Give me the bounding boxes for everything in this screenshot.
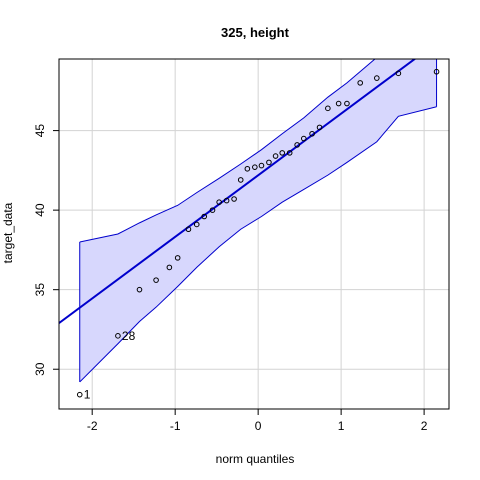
- confidence-band: [79, 59, 437, 382]
- data-point: [115, 333, 121, 339]
- data-point: [316, 124, 323, 131]
- data-point: [223, 197, 230, 204]
- data-point: [76, 391, 83, 398]
- reference-line: [59, 59, 417, 324]
- data-point: [244, 165, 251, 172]
- confidence-band-upper: [79, 59, 376, 243]
- y-tick-label: 30: [33, 362, 47, 376]
- data-point: [335, 100, 342, 107]
- points-layer: [76, 68, 440, 398]
- data-point: [209, 207, 216, 213]
- data-point: [325, 105, 331, 112]
- data-point: [136, 286, 143, 293]
- data-point: [309, 130, 315, 137]
- data-point: [185, 226, 192, 233]
- data-point: [344, 100, 350, 107]
- data-point: [286, 150, 293, 156]
- x-tick-label: 1: [338, 419, 345, 433]
- data-point: [374, 75, 380, 81]
- point-labels-layer: 1 28: [84, 329, 136, 402]
- axes-layer: -2 -1 0 1 2 30 35 40 45: [33, 124, 428, 433]
- plot-frame: [58, 58, 450, 410]
- x-axis-label: norm quantiles: [216, 452, 295, 466]
- y-tick-label: 45: [33, 124, 47, 138]
- data-point: [258, 162, 265, 169]
- reference-line-layer: [59, 59, 417, 324]
- data-point: [231, 196, 237, 202]
- y-tick-label: 35: [33, 283, 47, 297]
- data-point: [279, 150, 286, 156]
- x-tick-label: -2: [87, 419, 98, 433]
- data-point: [272, 153, 279, 159]
- data-point: [252, 164, 258, 170]
- x-tick-label: 0: [255, 419, 262, 433]
- data-point: [395, 70, 402, 77]
- chart-title: 325, height: [221, 25, 290, 40]
- y-tick-label: 40: [33, 203, 47, 217]
- y-axis-label: target_data: [1, 202, 15, 263]
- data-point: [193, 221, 200, 228]
- data-point: [216, 199, 222, 205]
- x-tick-label: -1: [170, 419, 181, 433]
- data-point: [357, 80, 364, 86]
- point-label: 1: [84, 388, 91, 402]
- data-point: [266, 159, 272, 166]
- confidence-band-layer: [79, 59, 438, 383]
- confidence-band-lower: [79, 106, 437, 383]
- data-point: [153, 277, 159, 283]
- point-label: 28: [122, 329, 136, 343]
- data-point: [237, 177, 244, 183]
- data-point: [294, 142, 300, 148]
- data-point: [166, 264, 173, 271]
- data-point: [433, 68, 440, 75]
- data-point: [201, 213, 208, 220]
- data-point: [174, 255, 181, 261]
- data-point: [300, 135, 307, 142]
- x-tick-label: 2: [421, 419, 428, 433]
